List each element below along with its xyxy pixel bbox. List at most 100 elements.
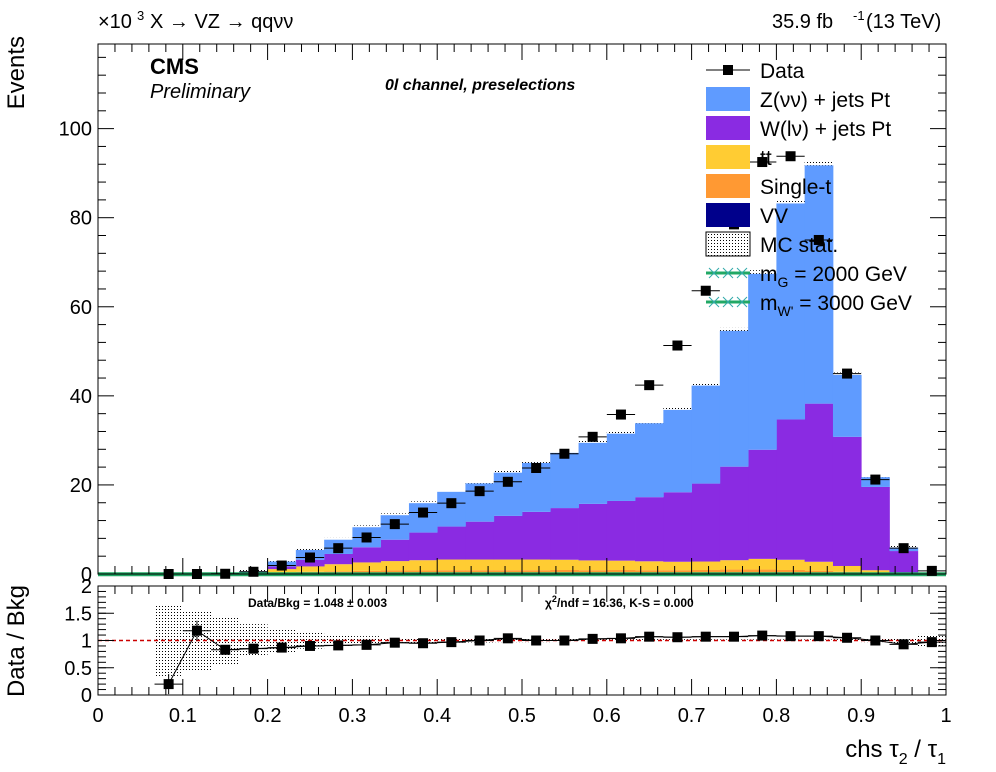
ratio-y-tick-label: 0.5: [64, 658, 92, 680]
mc-stat-band: [295, 548, 325, 550]
stack-bar: [663, 492, 692, 562]
data-point: [587, 431, 598, 442]
data-point: [757, 157, 768, 168]
stack-bar: [352, 562, 382, 571]
ratio-plot-frame: [97, 585, 947, 696]
data-point: [898, 543, 909, 554]
y-tick-label: 60: [70, 297, 92, 319]
x-tick-label: 0: [92, 705, 103, 727]
stack-bar: [719, 330, 749, 467]
data-point: [644, 380, 655, 391]
mc-stat-band: [522, 461, 551, 463]
stack-bar: [776, 203, 806, 420]
ratio-point: [898, 639, 909, 650]
stack-bar: [663, 570, 692, 574]
mc-stat-band: [804, 160, 833, 166]
header-process: X → VZ → qqνν: [150, 11, 293, 33]
data-point: [361, 532, 372, 543]
stack-bar: [691, 385, 721, 484]
x-tick-label: 0.7: [678, 705, 706, 727]
stack-bar: [748, 569, 777, 574]
mc-stat-band: [606, 431, 636, 434]
stack-bar: [550, 508, 579, 560]
stack-bar: [550, 452, 579, 509]
ratio-point: [418, 638, 429, 649]
legend-signal-marker: [708, 267, 720, 279]
ratio-point: [248, 643, 259, 654]
ratio-point: [587, 633, 598, 644]
legend-signal-marker: [736, 296, 748, 308]
stack-bar: [691, 561, 721, 570]
legend-label: Z(νν) + jets Pt: [760, 89, 890, 112]
stack-bar: [522, 559, 551, 571]
x-axis-label: chs τ2 / τ1: [845, 736, 946, 768]
ratio-point: [502, 633, 513, 644]
mc-stat-band: [380, 513, 409, 516]
mc-stat-band: [352, 525, 381, 528]
ratio-point: [842, 632, 853, 643]
stack-bar: [748, 558, 777, 570]
main-histogram: 0 20 40 60 80 100: [59, 44, 947, 586]
stack-bar: [719, 466, 749, 561]
data-point: [305, 552, 315, 563]
stack-bar: [635, 570, 664, 574]
ratio-point: [700, 631, 711, 642]
data-point: [785, 151, 796, 162]
data-point: [333, 543, 344, 554]
mc-stat-band: [691, 383, 720, 386]
stack-bar: [437, 570, 466, 574]
stack-bar: [663, 409, 692, 493]
mc-stat-band: [578, 441, 607, 443]
legend-signal-marker: [708, 296, 720, 308]
mc-stat-band: [663, 407, 692, 410]
stack-bar: [465, 521, 495, 560]
stack-bar: [324, 553, 353, 565]
ratio-point: [615, 633, 626, 644]
legend-swatch: [706, 145, 750, 169]
legend-swatch: [706, 116, 750, 140]
ratio-point: [531, 635, 542, 646]
ratio-point: [757, 630, 768, 641]
stack-bar: [522, 570, 551, 574]
x-tick-label: 0.5: [508, 705, 536, 727]
ratio-point: [191, 625, 202, 636]
stack-bar: [804, 570, 834, 574]
stack-bar: [465, 570, 495, 574]
data-point: [926, 565, 937, 576]
stack-bar: [748, 273, 777, 450]
ratio-point: [870, 635, 881, 646]
stack-bar: [437, 559, 466, 571]
ratio-point: [276, 642, 287, 653]
data-point: [276, 560, 287, 571]
stack-bar: [719, 569, 749, 574]
data-point: [502, 476, 513, 487]
legend: Data Z(νν) + jets Pt W(lν) + jets Pt tt Sing…: [705, 60, 912, 319]
stack-bar: [465, 559, 495, 571]
stack-bar: [691, 569, 721, 574]
stack-bar: [578, 442, 608, 504]
ratio-point: [220, 644, 231, 655]
mc-stat-band: [437, 490, 466, 492]
legend-swatch: [706, 174, 750, 198]
stack-bar: [493, 570, 523, 574]
mc-stat-band: [719, 327, 749, 331]
x-tick-label: 0.4: [423, 705, 451, 727]
main-y-label: Events: [3, 36, 30, 109]
stack-bar: [606, 560, 636, 570]
stack-bar: [437, 491, 466, 527]
ratio-y-label: Data / Bkg: [3, 585, 30, 697]
stack-bar: [408, 532, 438, 561]
stack-bar: [804, 165, 834, 404]
mc-stat-band: [776, 199, 805, 204]
data-point: [700, 285, 711, 296]
legend-label: tt: [760, 147, 772, 170]
cms-label: CMS: [150, 54, 199, 79]
legend-signal-marker: [722, 267, 734, 279]
ratio-chi2-text: χ2/ndf = 16.36, K-S = 0.000: [545, 594, 694, 610]
ratio-point: [333, 640, 344, 651]
ratio-y-tick-label: 1.5: [64, 603, 92, 625]
x-tick-label: 0.3: [338, 705, 366, 727]
legend-label: Single-t: [760, 176, 831, 199]
stack-bar: [861, 486, 890, 571]
